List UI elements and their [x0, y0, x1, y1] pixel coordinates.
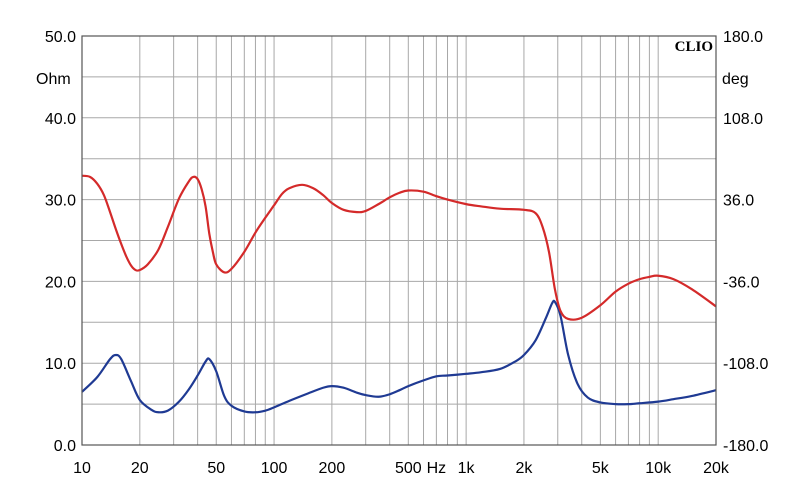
- clio-logo: CLIO: [675, 39, 713, 55]
- left-y-tick-label: 30.0: [45, 193, 76, 210]
- x-tick-label: 10: [73, 460, 91, 477]
- x-tick-label: Hz: [427, 460, 447, 477]
- left-y-tick-label: 20.0: [45, 274, 76, 291]
- right-y-tick-label: 108.0: [723, 111, 763, 128]
- plot-frame: [81, 35, 717, 446]
- x-tick-label: 50: [207, 460, 225, 477]
- left-y-tick-label: 10.0: [45, 356, 76, 373]
- x-tick-label: 2k: [515, 460, 533, 477]
- series-group: [81, 174, 717, 414]
- left-y-tick-label: 40.0: [45, 111, 76, 128]
- x-tick-label: 5k: [592, 460, 610, 477]
- left-axis-unit: Ohm: [36, 71, 71, 88]
- right-y-tick-label: -108.0: [723, 356, 768, 373]
- x-tick-label: 10k: [645, 460, 672, 477]
- x-tick-label: 100: [261, 460, 288, 477]
- x-tick-label: 500: [395, 460, 422, 477]
- left-y-tick-label: 50.0: [45, 29, 76, 46]
- right-y-tick-label: 180.0: [723, 29, 763, 46]
- right-y-tick-label: -180.0: [723, 438, 768, 455]
- x-tick-label: 20: [131, 460, 149, 477]
- right-y-tick-label: 36.0: [723, 193, 754, 210]
- axis-labels: Ohm deg CLIO 10 20 50 100 200 500 Hz 1k 2k 5k 10k 2…: [36, 29, 768, 477]
- impedance-curve: [81, 299, 717, 414]
- right-y-tick-label: -36.0: [723, 274, 760, 291]
- phase-curve: [81, 174, 717, 321]
- left-y-tick-label: 0.0: [54, 438, 76, 455]
- x-tick-label: 1k: [458, 460, 476, 477]
- right-axis-unit: deg: [722, 71, 749, 88]
- x-tick-label: 200: [319, 460, 346, 477]
- x-tick-label: 20k: [703, 460, 730, 477]
- grid: [81, 36, 717, 445]
